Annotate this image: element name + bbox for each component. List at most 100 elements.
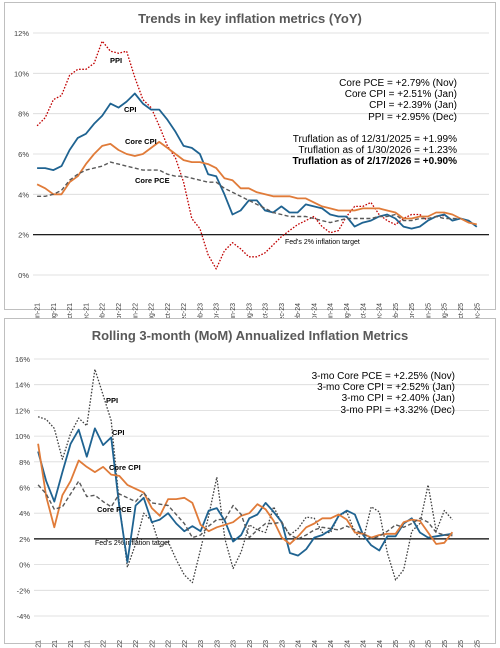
target-label: Fed's 2% inflation target: [95, 540, 170, 547]
x-tick-label: Oct-24: [361, 640, 368, 648]
x-tick-label: Aug-23: [246, 303, 253, 326]
x-tick-label: Jun-21: [36, 640, 43, 648]
y-tick-label: 16%: [15, 355, 30, 364]
y-tick-label: 6%: [18, 150, 29, 159]
x-tick-label: Aug-22: [149, 640, 156, 648]
x-tick-label: Apr-24: [311, 303, 318, 324]
x-tick-label: Jun-24: [328, 640, 335, 648]
x-tick-label: Feb-25: [393, 303, 400, 325]
x-tick-label: Jun-25: [426, 640, 433, 648]
x-tick-label: Dec-25: [474, 640, 481, 648]
series-label-ppi: PPI: [106, 396, 118, 405]
series-line-ppi: [36, 40, 445, 270]
x-tick-label: Dec-21: [83, 303, 90, 326]
x-tick-label: Dec-22: [181, 303, 188, 326]
x-tick-label: Feb-22: [100, 303, 107, 325]
series-line-core-pce: [37, 161, 461, 224]
x-tick-label: Feb-23: [197, 303, 204, 325]
x-tick-label: Oct-22: [165, 303, 172, 324]
series-label-core-pce: Core PCE: [97, 505, 132, 514]
x-tick-label: Dec-22: [182, 640, 189, 648]
x-tick-label: Apr-22: [117, 640, 124, 648]
annotation-core-pce: Core PCE = +2.79% (Nov): [339, 78, 457, 89]
target-label: Fed's 2% inflation target: [285, 239, 360, 246]
x-tick-label: Aug-22: [149, 303, 156, 326]
series-line-ppi: [37, 368, 453, 584]
annotation-core-pce: 3-mo Core PCE = +2.25% (Nov): [311, 371, 455, 382]
series-label-cpi: CPI: [112, 428, 125, 437]
x-tick-label: Feb-22: [101, 640, 108, 648]
series-label-core-pce: Core PCE: [135, 176, 170, 185]
series-label-cpi: CPI: [124, 105, 137, 114]
metric-annotations: 3-mo Core PCE = +2.25% (Nov) 3-mo Core C…: [312, 371, 455, 416]
x-tick-label: Jun-25: [425, 303, 432, 325]
annotation-cpi: 3-mo CPI = +2.40% (Jan): [341, 393, 455, 405]
y-tick-label: 8%: [19, 458, 30, 467]
y-tick-label: 10%: [14, 69, 29, 78]
y-tick-label: 14%: [15, 381, 30, 390]
series-label-ppi: PPI: [110, 56, 122, 65]
x-tick-label: Aug-25: [442, 640, 449, 648]
y-tick-label: -4%: [17, 612, 31, 621]
x-tick-label: Jun-22: [133, 640, 140, 648]
x-tick-label: Aug-23: [247, 640, 254, 648]
chart-title: Trends in key inflation metrics (YoY): [138, 11, 362, 26]
x-tick-label: Jun-23: [231, 640, 238, 648]
x-tick-label: Jun-23: [230, 303, 237, 325]
chart-title: Rolling 3-month (MoM) Annualized Inflati…: [91, 328, 409, 343]
x-tick-label: Oct-23: [263, 640, 270, 648]
truflation-annotations: Truflation as of 12/31/2025 = +1.99% Tru…: [292, 134, 457, 168]
x-tick-label: Dec-23: [279, 303, 286, 326]
annotation-cpi: CPI = +2.39% (Jan): [369, 100, 457, 112]
yoy-chart-svg: 0% 2% 4% 6% 8% 10% 12% Jun-21 Aug-21 Oct-21 Dec-21…: [14, 29, 489, 326]
mom-chart-panel: Rolling 3-month (MoM) Annualized Inflati…: [4, 318, 496, 648]
x-tick-label: Apr-23: [214, 303, 221, 324]
x-tick-label: Oct-24: [360, 303, 367, 324]
x-tick-label: Oct-22: [166, 640, 173, 648]
y-tick-label: -2%: [17, 586, 31, 595]
series-label-core-cpi: Core CPI: [125, 137, 157, 146]
y-tick-label: 0%: [18, 271, 29, 280]
series-line-core-cpi: [36, 140, 477, 226]
x-tick-label: Feb-25: [393, 640, 400, 648]
x-tick-label: Feb-24: [295, 303, 302, 325]
x-tick-label: Jun-24: [328, 303, 335, 325]
x-tick-label: Aug-24: [344, 640, 351, 648]
x-tick-label: Aug-24: [344, 303, 351, 326]
x-tick-label: Feb-24: [296, 640, 303, 648]
x-tick-label: Dec-24: [377, 303, 384, 326]
x-tick-label: Apr-22: [116, 303, 123, 324]
series-line-core-pce: [37, 480, 453, 540]
x-tick-label: Aug-21: [52, 640, 59, 648]
y-tick-label: 6%: [19, 484, 30, 493]
y-tick-label: 4%: [19, 509, 30, 518]
x-tick-label: Feb-23: [198, 640, 205, 648]
x-tick-label: Dec-21: [84, 640, 91, 648]
x-tick-label: Apr-24: [312, 640, 319, 648]
x-tick-label: Oct-23: [263, 303, 270, 324]
y-tick-label: 12%: [14, 29, 29, 38]
annotation-ppi: 3-mo PPI = +3.32% (Dec): [340, 404, 456, 416]
x-tick-label: Dec-23: [279, 640, 286, 648]
series-line-core-cpi: [37, 443, 454, 545]
annotation-truflation-feb: Truflation as of 2/17/2026 = +0.90%: [292, 156, 457, 168]
y-tick-label: 4%: [18, 190, 29, 199]
annotation-core-cpi: 3-mo Core CPI = +2.52% (Jan): [317, 382, 455, 394]
annotation-truflation-dec: Truflation as of 12/31/2025 = +1.99%: [292, 134, 457, 145]
x-tick-label: Aug-21: [51, 303, 58, 326]
series-line-cpi: [37, 92, 478, 230]
annotation-core-cpi: Core CPI = +2.51% (Jan): [344, 89, 457, 101]
y-tick-label: 8%: [18, 110, 29, 119]
annotation-truflation-jan: Truflation as of 1/30/2026 = +1.23%: [298, 145, 457, 157]
y-tick-label: 0%: [19, 561, 30, 570]
x-tick-label: Oct-21: [68, 640, 75, 648]
metric-annotations: Core PCE = +2.79% (Nov) Core CPI = +2.51…: [339, 78, 457, 123]
y-tick-label: 12%: [15, 406, 30, 415]
x-tick-label: Aug-25: [442, 303, 449, 326]
x-tick-label: Jun-21: [35, 303, 42, 325]
x-tick-label: Dec-24: [377, 640, 384, 648]
x-tick-label: Dec-25: [474, 303, 481, 326]
y-tick-label: 2%: [18, 231, 29, 240]
y-tick-label: 10%: [15, 432, 30, 441]
x-tick-label: Oct-21: [67, 303, 74, 324]
